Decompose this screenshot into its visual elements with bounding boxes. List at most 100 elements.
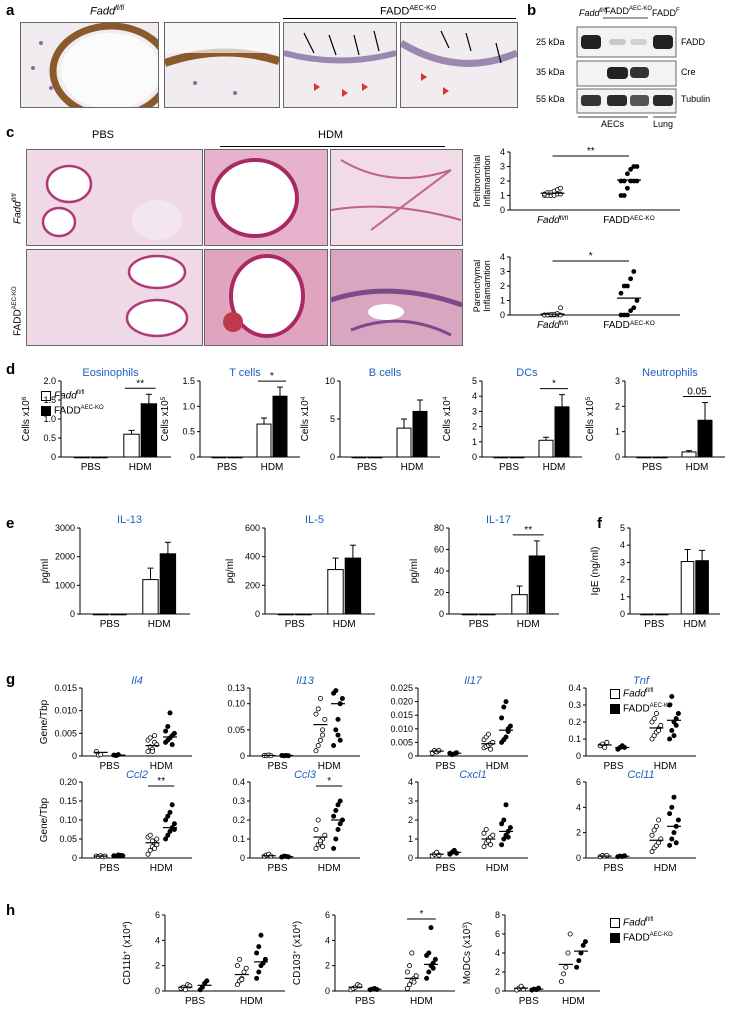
h_cd11b-xlabel-0: PBS (185, 996, 205, 1007)
micrograph-c5 (204, 249, 328, 346)
d_neu-yticklabel-3: 3 (615, 376, 620, 386)
e_il5-xlabel-1: HDM (333, 619, 356, 630)
legend-h: Faddfl/fl FADDAEC-KO (610, 914, 673, 945)
g_ccl11-point-1-1-2 (671, 830, 677, 836)
h_modc-ylabel-part0: MoDCs (x10 (462, 928, 473, 984)
g_ccl2-yticklabel-0: 0 (72, 853, 77, 863)
d_t-sig: * (270, 371, 274, 382)
e_il17-bar-0-0 (461, 613, 479, 616)
d_b-title: B cells (369, 367, 402, 379)
d_b-yticklabel-0: 0 (330, 452, 335, 462)
h_cd11b-yticklabel-3: 6 (155, 910, 160, 920)
d_dc-yticklabel-2: 2 (472, 422, 477, 432)
panel-letter-a: a (6, 2, 15, 19)
c_peri-yticklabel-3: 3 (500, 162, 505, 172)
d_t-bar-1-1 (272, 395, 288, 458)
h_modc-yticklabel-0: 0 (495, 986, 500, 996)
g_ccl2-point-1-1-0 (163, 836, 169, 842)
panel-a-group-line (283, 18, 516, 19)
panel-c-col-pbs: PBS (92, 129, 115, 141)
g_tnf-point-1-1-1 (669, 728, 675, 734)
legend-g: Faddfl/fl FADDAEC-KO (610, 685, 673, 716)
h_cd103-yticklabel-3: 6 (325, 910, 330, 920)
h_cd11b-xlabel-1: HDM (240, 996, 263, 1007)
d_b-ylabel: Cells x104 (300, 396, 312, 441)
g_ccl11-xlabel-1: HDM (654, 863, 677, 874)
d_neu-yticklabel-2: 2 (615, 401, 620, 411)
f_ige-bar-0-1 (654, 613, 669, 616)
c_paren-point-1-4 (631, 305, 637, 311)
d_t-bar-1-0 (256, 423, 272, 458)
d_neu-xlabel-0: PBS (642, 462, 662, 473)
micrograph-a2 (164, 22, 280, 108)
h_modc-yticklabel-2: 4 (495, 948, 500, 958)
c_paren-yticklabel-4: 4 (500, 252, 505, 262)
g_cxcl1-point-1-0-6 (483, 827, 489, 833)
h_cd103-point-1-1-0 (424, 975, 430, 981)
d_t-yticklabel-3: 1.5 (182, 376, 195, 386)
g_cxcl1-point-1-1-1 (501, 836, 507, 842)
f_ige-yticklabel-3: 3 (620, 557, 625, 567)
g_ccl3-yticklabel-1: 0.1 (232, 834, 245, 844)
d_dc-bar-0-1 (509, 456, 525, 459)
e_il17-ylabel-part0: pg/ml (409, 559, 420, 583)
h_cd103-ylabel-part3: 4 (292, 924, 299, 928)
d_eos-yticklabel-1: 0.5 (43, 433, 56, 443)
legend-d-ko: FADDAEC-KO (41, 402, 104, 417)
g_cxcl1-yticklabel-3: 3 (408, 796, 413, 806)
g_tnf-yticklabel-2: 0.2 (568, 717, 581, 727)
h_cd11b-point-0-0-2 (182, 987, 188, 993)
marker-25: 25 kDa (536, 37, 565, 47)
h_cd11b-point-1-1-1 (256, 969, 262, 975)
e_il13-ylabel-part0: pg/ml (40, 559, 51, 583)
e_il5-title: IL-5 (305, 514, 324, 526)
e_il13-yticklabel-3: 3000 (55, 523, 75, 533)
c_paren-point-1-5 (634, 298, 640, 303)
h_cd11b-yticklabel-2: 4 (155, 935, 160, 945)
g_tnf-title: Tnf (633, 675, 650, 687)
micrograph-a1 (20, 22, 159, 108)
g_tnf-yticklabel-4: 0.4 (568, 683, 581, 693)
micrograph-c3 (330, 149, 463, 246)
g_cxcl1-point-1-1-6 (501, 817, 507, 823)
c_paren-ylabel-line1: Parenchymal (472, 260, 482, 313)
c_paren-point-1-10 (631, 269, 637, 274)
g_il4-point-1-1-8 (169, 742, 175, 748)
d_dc-xlabel-0: PBS (499, 462, 519, 473)
h_cd11b-point-1-0-6 (237, 956, 243, 962)
e_il5-yticklabel-0: 0 (255, 609, 260, 619)
panel-letter-f: f (597, 515, 602, 532)
micrograph-c4 (26, 249, 203, 346)
h_cd11b-ylabel-part3: 4 (122, 924, 129, 928)
d_t-yticklabel-0: 0 (190, 452, 195, 462)
h_cd103-ylabel: CD103+ (x104) (292, 921, 304, 985)
e_il13-title: IL-13 (117, 514, 142, 526)
g_ccl2-point-1-0-0 (145, 851, 151, 857)
g_tnf-point-1-0-0 (649, 736, 655, 742)
h_cd103-point-1-0-0 (404, 985, 410, 991)
h_modc-point-1-0-2 (563, 964, 569, 970)
g_ccl3-yticklabel-3: 0.3 (232, 796, 245, 806)
g_ccl11-yticklabel-0: 0 (576, 853, 581, 863)
c_paren-point-1-9 (628, 276, 633, 282)
g_ccl11-point-1-0-0 (649, 849, 655, 855)
g_cxcl1-point-1-1-8 (505, 834, 511, 840)
c_paren-point-1-2 (625, 312, 630, 318)
blot-lane-label-1: Faddfl/fl (579, 8, 607, 18)
c_paren-xlabel-1: FADDAEC-KO (603, 320, 655, 332)
g_il13-title: Il13 (296, 675, 315, 687)
h_cd103-point-1-0-8 (411, 979, 417, 985)
micrograph-c1 (26, 149, 203, 246)
g_ccl11-point-1-0-5 (649, 832, 655, 838)
g_il4-point-1-0-6 (147, 735, 153, 741)
c_peri-point-1-8 (625, 171, 630, 177)
d_eos-bar-1-1 (140, 403, 158, 458)
f_ige-bar-1-1 (695, 560, 709, 615)
g_ccl2-point-1-1-5 (163, 817, 169, 823)
d_b-xlabel-0: PBS (357, 462, 377, 473)
e_il17-yticklabel-3: 60 (434, 545, 444, 555)
d_neu-yticklabel-1: 1 (615, 427, 620, 437)
e_il13-yticklabel-0: 0 (70, 609, 75, 619)
legend-g-swatch-ko (610, 704, 620, 715)
d_b-bar-1-0 (396, 427, 412, 458)
